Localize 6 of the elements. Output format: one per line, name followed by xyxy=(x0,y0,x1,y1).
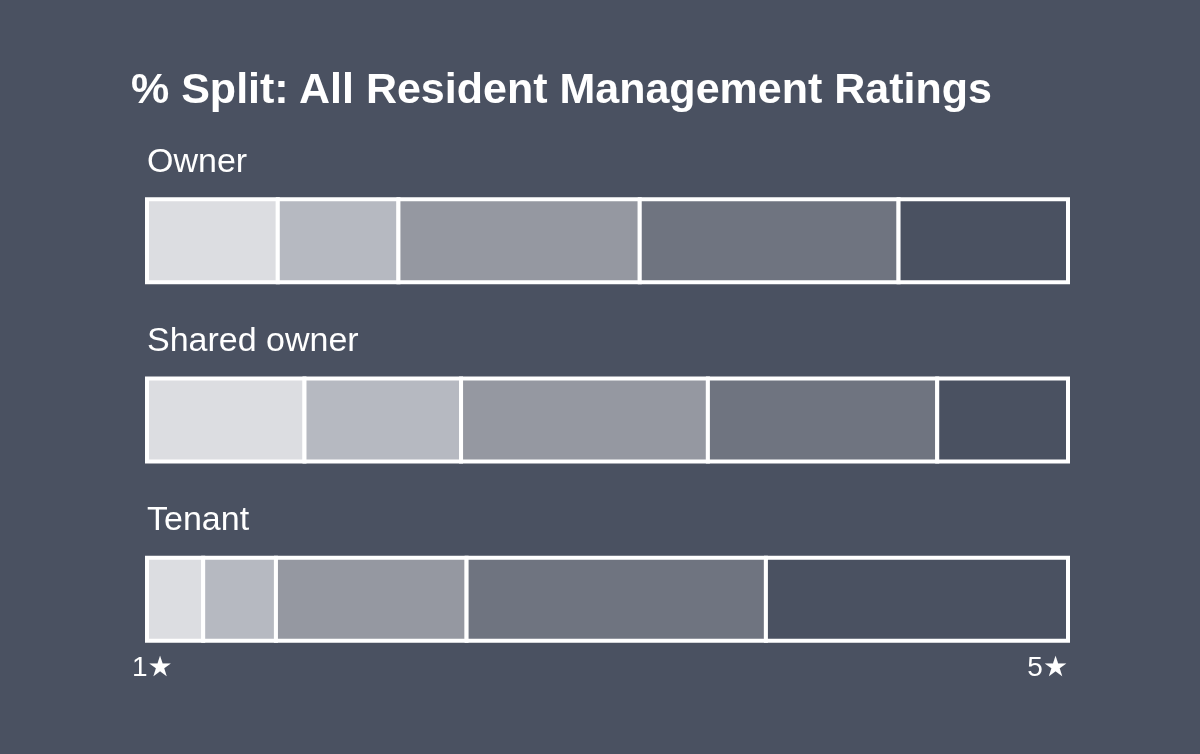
y-tick-label: Shared owner xyxy=(147,320,359,358)
y-tick-label: Tenant xyxy=(147,499,250,538)
chart-title: % Split: All Resident Management Ratings xyxy=(131,63,992,112)
series-label: 5★ xyxy=(1027,651,1068,683)
y-tick-label: Owner xyxy=(147,140,248,179)
series-label: 1★ xyxy=(132,651,173,683)
